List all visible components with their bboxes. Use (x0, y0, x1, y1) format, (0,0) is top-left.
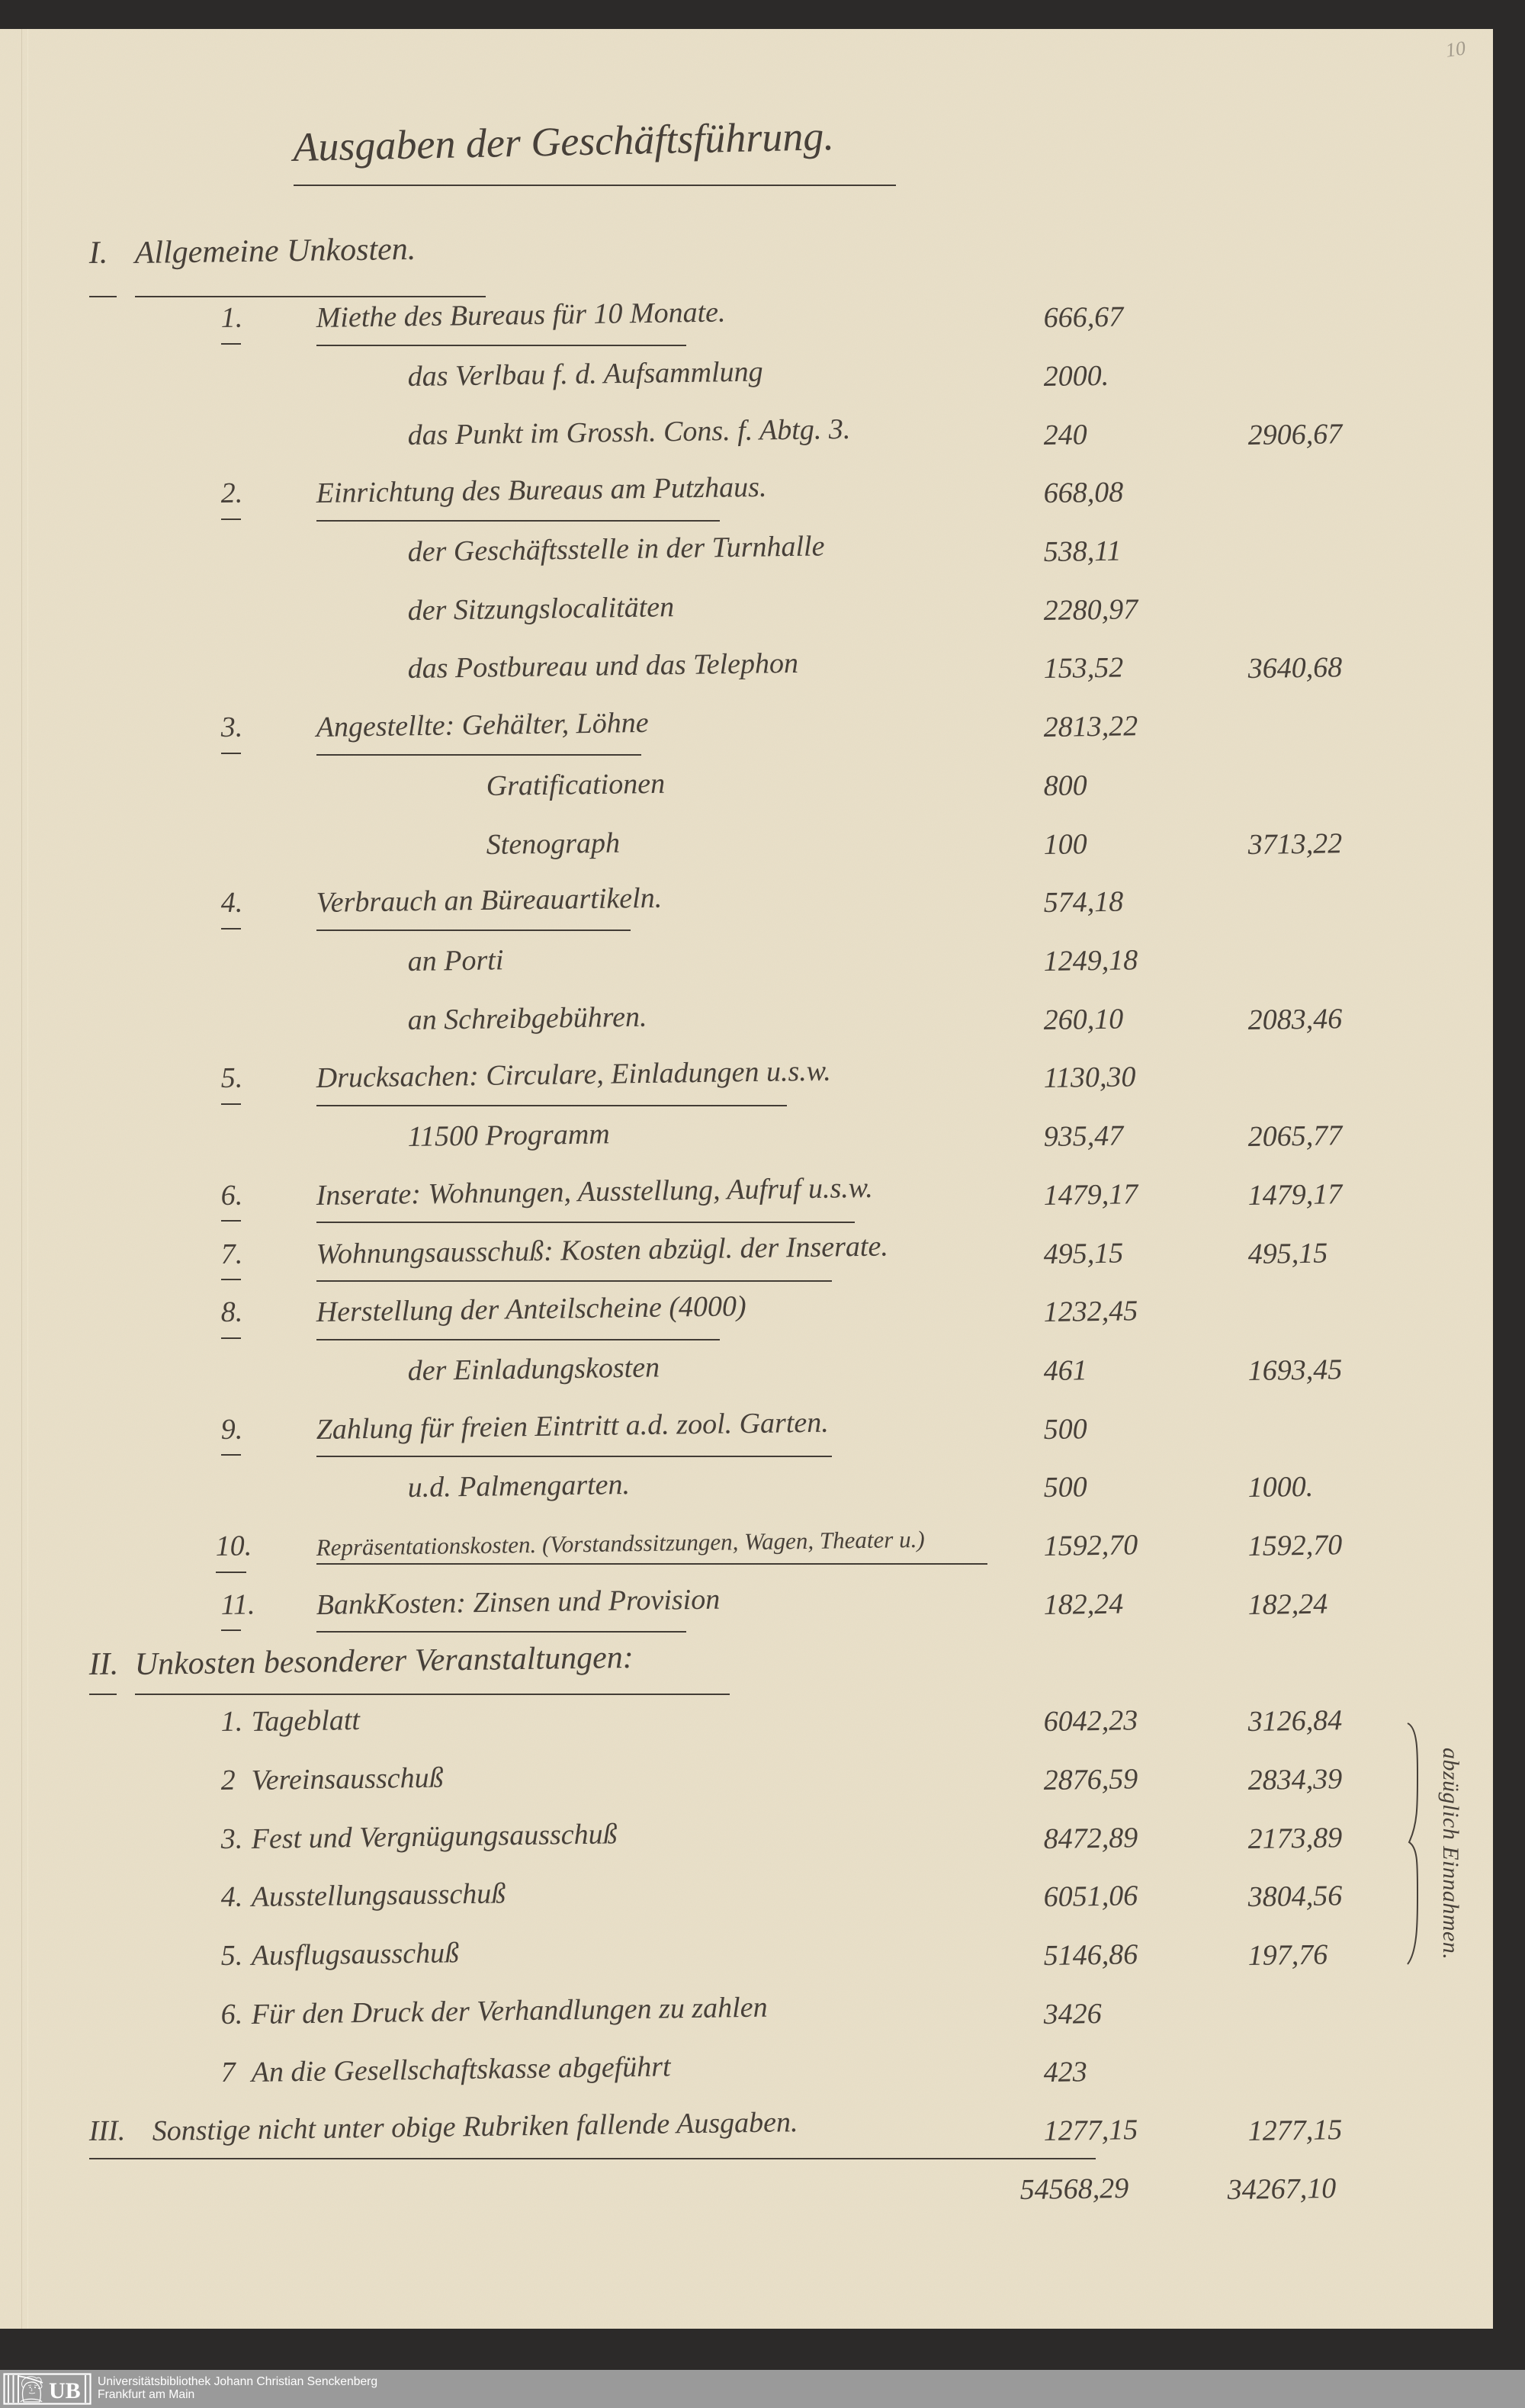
svg-text:UB: UB (49, 2378, 81, 2403)
